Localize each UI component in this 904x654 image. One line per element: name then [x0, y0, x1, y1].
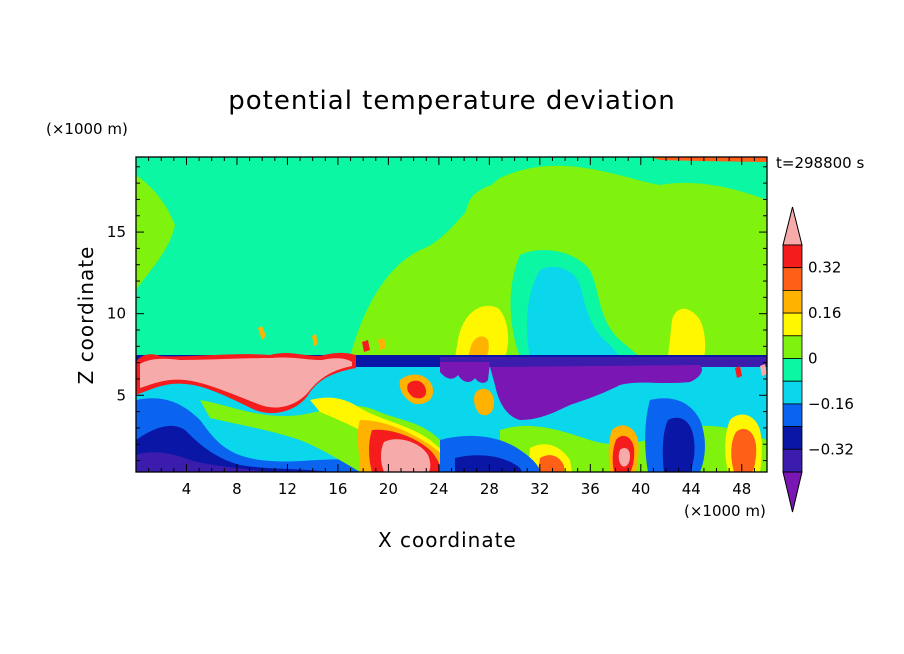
- x-axis-label: X coordinate: [378, 528, 517, 552]
- x-tick-label: 44: [682, 480, 701, 498]
- z-unit-label: (×1000 m): [46, 120, 128, 138]
- colorbar-bin: [782, 289, 803, 314]
- spike-mid-2: [378, 338, 386, 350]
- right-orange-far: [731, 428, 757, 472]
- top-warm-streak: [650, 157, 767, 162]
- spike-right-2: [760, 364, 767, 376]
- z-axis: 5 10 15: [107, 166, 767, 462]
- yellow-blob-right: [668, 308, 706, 357]
- lower-purple-left: [136, 452, 270, 472]
- colorbar-bin: [782, 335, 803, 359]
- spike-left-1: [258, 326, 266, 340]
- plume-core: [527, 266, 620, 357]
- x-tick-label: 12: [278, 480, 297, 498]
- colorbar-bin: [782, 403, 803, 427]
- x-tick-label: 24: [429, 480, 448, 498]
- time-label: t=298800 s: [776, 154, 865, 172]
- yellow-blob: [455, 305, 509, 357]
- x-axis: 4 8 12 16 20 24 28 32 36 40 44 48: [148, 157, 755, 498]
- chart-title: potential temperature deviation: [228, 86, 676, 116]
- darkblue-bottom-right: [662, 417, 695, 472]
- x-tick-label: 8: [232, 480, 242, 498]
- mid-orange-right: [538, 455, 564, 472]
- spike-right-1: [735, 366, 742, 378]
- warm-anomaly: [140, 357, 352, 408]
- colorbar-label: 0.32: [808, 259, 841, 277]
- cold-fingers: [440, 362, 490, 383]
- z-axis-label: Z coordinate: [74, 245, 98, 385]
- interface-purple: [440, 357, 767, 367]
- warm-pocket: [381, 439, 431, 472]
- mid-orange-2: [473, 388, 495, 416]
- colorbar-bin: [782, 267, 803, 291]
- x-unit-label: (×1000 m): [684, 502, 766, 520]
- darkblue-bottom-mid: [455, 455, 522, 472]
- spike-mid-1: [362, 340, 370, 352]
- mid-red: [407, 380, 427, 399]
- orange-blob: [468, 336, 489, 357]
- colorbar-bin: [782, 380, 803, 405]
- x-tick-label: 28: [480, 480, 499, 498]
- x-tick-label: 4: [182, 480, 192, 498]
- plot-area: [136, 157, 767, 472]
- x-tick-label: 40: [631, 480, 650, 498]
- colorbar-label: 0: [808, 350, 818, 368]
- colorbar-bin: [782, 358, 803, 382]
- colorbar-bin: [782, 426, 803, 450]
- x-tick-label: 16: [328, 480, 347, 498]
- plume-outer: [136, 157, 767, 357]
- colorbar-bin: [782, 312, 803, 337]
- plume-inner: [465, 177, 720, 357]
- z-tick-label: 15: [107, 223, 126, 241]
- x-tick-label: 36: [581, 480, 600, 498]
- x-tick-label: 32: [530, 480, 549, 498]
- colorbar-label: −0.16: [808, 395, 854, 413]
- z-tick-label: 5: [116, 386, 126, 404]
- colorbar-over-triangle: [782, 206, 803, 246]
- colorbar-labels: 0.32 0.16 0 −0.16 −0.32: [808, 259, 854, 459]
- z-tick-label: 10: [107, 305, 126, 323]
- colorbar-label: −0.32: [808, 440, 854, 458]
- dot-upper: [219, 211, 225, 217]
- colorbar-under-triangle: [782, 471, 803, 513]
- x-tick-label: 48: [732, 480, 751, 498]
- colorbar: [782, 206, 803, 513]
- colorbar-bin: [782, 448, 803, 473]
- right-pink-dot: [618, 448, 630, 467]
- colorbar-label: 0.16: [808, 304, 841, 322]
- spike-left-2: [312, 334, 318, 346]
- left-cyan-edge: [136, 300, 175, 357]
- x-tick-label: 20: [379, 480, 398, 498]
- cold-layer: [490, 365, 702, 420]
- colorbar-bin: [782, 244, 803, 269]
